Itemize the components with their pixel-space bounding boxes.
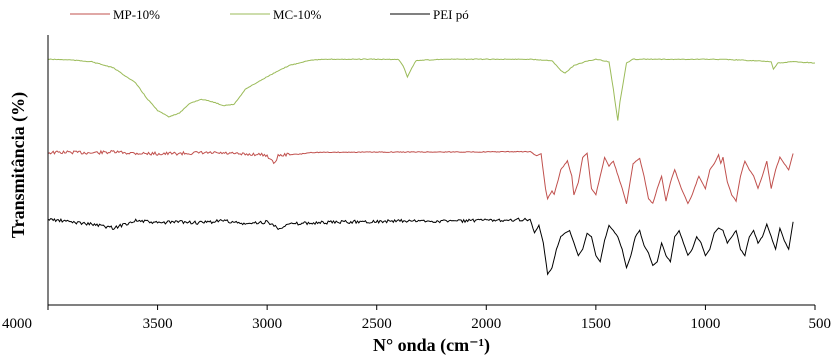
x-tick-label: 500 (809, 316, 832, 332)
x-tick-label: 3500 (143, 316, 173, 332)
x-axis-ticks: 4000 3500 3000 2500 2000 1500 1000 500 (2, 305, 831, 332)
series-line-1 (48, 59, 815, 121)
legend-label: MP-10% (113, 7, 160, 22)
x-tick-label: 2500 (362, 316, 392, 332)
series-layer (48, 59, 815, 274)
x-tick-label: 3000 (252, 316, 282, 332)
x-tick-label: 2000 (471, 316, 501, 332)
series-line-2 (48, 218, 793, 274)
x-tick-label: 1000 (690, 316, 720, 332)
y-axis-label: Transmitância (%) (8, 92, 29, 238)
x-axis-label: N° onda (cm⁻¹) (373, 335, 490, 355)
legend-label: MC-10% (273, 7, 322, 22)
legend-label: PEI pó (433, 7, 469, 22)
series-line-0 (48, 151, 793, 204)
x-tick-label: 4000 (2, 316, 32, 332)
legend: MP-10% MC-10% PEI pó (70, 7, 469, 22)
x-tick-label: 1500 (581, 316, 611, 332)
